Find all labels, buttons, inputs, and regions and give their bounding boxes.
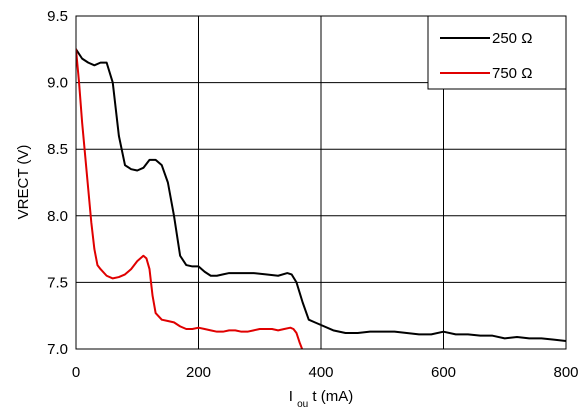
x-tick-label: 0 (72, 364, 80, 381)
series-line-250-ohm (76, 48, 566, 343)
y-tick-label: 9.0 (47, 75, 68, 92)
legend-background (427, 15, 567, 90)
series-group (76, 48, 566, 349)
legend: 250 Ω 750 Ω (427, 15, 567, 90)
x-tick-label: 200 (186, 364, 211, 381)
y-tick-label: 8.5 (47, 141, 68, 158)
x-axis-title-suffix: t (mA) (312, 388, 353, 405)
x-tick-label: 800 (553, 364, 578, 381)
y-tick-label: 7.5 (47, 274, 68, 291)
legend-label-750-ohm: 750 Ω (492, 65, 532, 82)
y-tick-label: 7.0 (47, 341, 68, 358)
x-axis-title-prefix: I (289, 388, 293, 405)
x-axis-title: I ou t (mA) (289, 388, 353, 410)
x-axis-ticks: 0 200 400 600 800 (72, 364, 579, 381)
y-tick-label: 9.5 (47, 8, 68, 25)
y-axis-ticks: 7.0 7.5 8.0 8.5 9.0 9.5 (47, 8, 68, 358)
x-tick-label: 400 (308, 364, 333, 381)
legend-label-250-ohm: 250 Ω (492, 30, 532, 47)
y-axis-title: VRECT (V) (15, 145, 32, 220)
x-tick-label: 600 (431, 364, 456, 381)
series-line-750-ohm (76, 48, 304, 349)
y-tick-label: 8.0 (47, 208, 68, 225)
x-axis-title-subscript: ou (297, 399, 308, 410)
plot-area-border (75, 15, 567, 350)
